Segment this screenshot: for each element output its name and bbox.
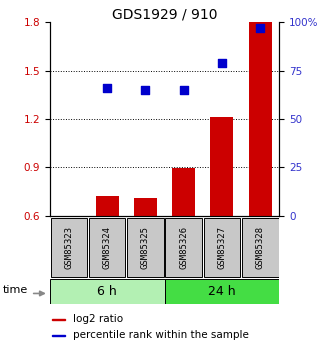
Bar xyxy=(165,218,202,277)
Bar xyxy=(204,218,240,277)
Text: GSM85325: GSM85325 xyxy=(141,226,150,269)
Point xyxy=(143,87,148,93)
Text: GSM85328: GSM85328 xyxy=(256,226,265,269)
Bar xyxy=(164,279,279,304)
Title: GDS1929 / 910: GDS1929 / 910 xyxy=(112,7,217,21)
Text: 24 h: 24 h xyxy=(208,285,236,298)
Point xyxy=(219,60,224,66)
Bar xyxy=(249,22,272,216)
Text: GSM85323: GSM85323 xyxy=(65,226,74,269)
Bar xyxy=(134,198,157,216)
Text: percentile rank within the sample: percentile rank within the sample xyxy=(73,331,248,340)
Bar xyxy=(127,218,164,277)
Point xyxy=(181,87,186,93)
Point xyxy=(105,85,110,91)
Text: 6 h: 6 h xyxy=(97,285,117,298)
Bar xyxy=(89,218,126,277)
Bar xyxy=(50,218,87,277)
Bar xyxy=(50,279,164,304)
Bar xyxy=(52,318,65,320)
Bar xyxy=(52,335,65,336)
Text: GSM85326: GSM85326 xyxy=(179,226,188,269)
Bar xyxy=(96,196,118,216)
Text: GSM85327: GSM85327 xyxy=(217,226,226,269)
Bar xyxy=(242,218,279,277)
Point xyxy=(257,26,263,31)
Text: time: time xyxy=(3,285,28,295)
Text: GSM85324: GSM85324 xyxy=(103,226,112,269)
Text: log2 ratio: log2 ratio xyxy=(73,314,123,324)
Bar xyxy=(211,117,233,216)
Bar xyxy=(172,168,195,216)
